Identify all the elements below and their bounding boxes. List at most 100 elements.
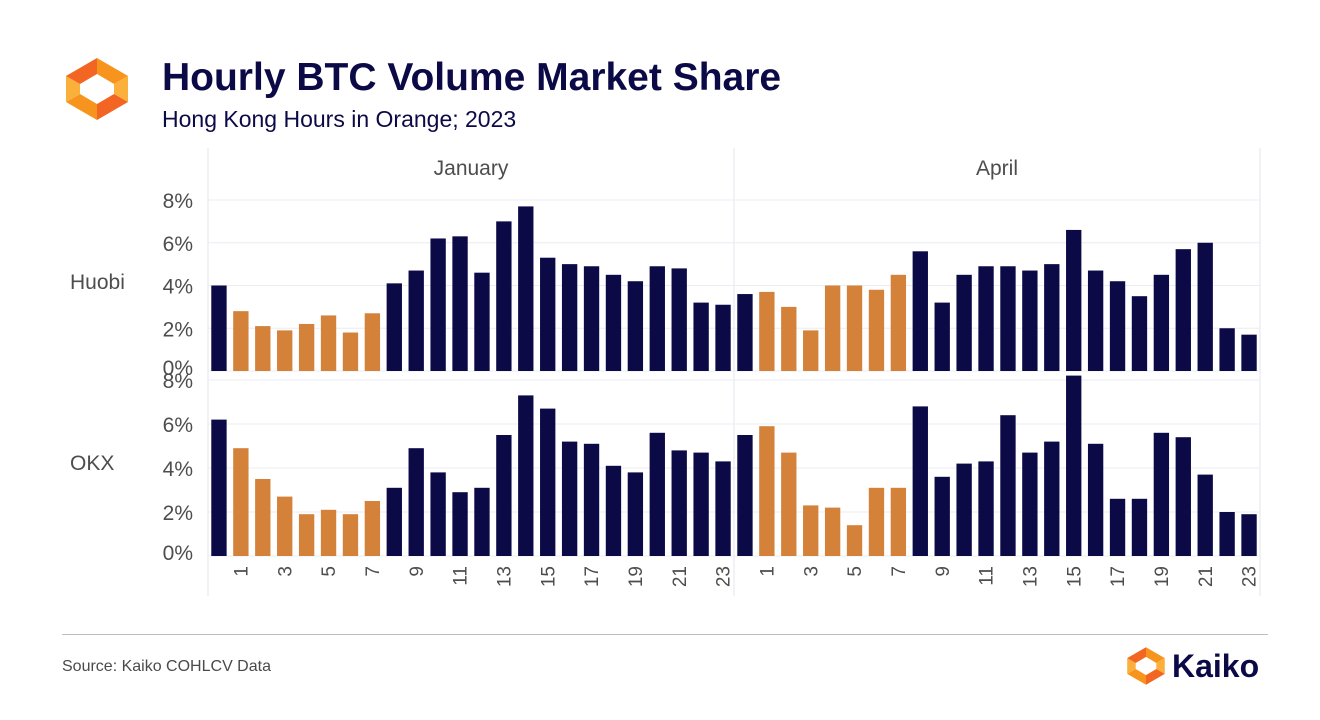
- y-tick-label: 6%: [163, 233, 193, 256]
- facet-column-label: January: [434, 157, 509, 180]
- bar-huobi-april-h2: [781, 306, 797, 372]
- x-tick-label: 7: [889, 566, 910, 577]
- bar-okx-january-h6: [342, 514, 359, 556]
- y-tick-label: 0%: [163, 542, 193, 565]
- bar-okx-january-h22: [693, 452, 709, 556]
- bar-okx-april-h18: [1131, 498, 1148, 556]
- bar-okx-april-h16: [1087, 443, 1104, 556]
- facet-row-label: OKX: [70, 452, 114, 475]
- bar-huobi-april-h15: [1066, 229, 1082, 371]
- bar-okx-january-h1: [233, 448, 249, 556]
- bar-huobi-april-h19: [1153, 274, 1170, 371]
- bar-okx-january-h23: [715, 461, 731, 556]
- bar-huobi-january-h9: [408, 270, 424, 371]
- bar-okx-january-h10: [430, 472, 446, 556]
- brand-logo: Kaiko: [1126, 644, 1276, 688]
- bar-huobi-january-h18: [605, 274, 622, 371]
- bar-huobi-april-h21: [1197, 242, 1213, 371]
- kaiko-logo-icon: [1127, 647, 1165, 685]
- bar-huobi-january-h15: [540, 257, 556, 371]
- x-tick-label: 15: [538, 566, 559, 587]
- bar-huobi-january-h20: [649, 266, 665, 371]
- bar-huobi-january-h17: [583, 266, 600, 371]
- bar-okx-january-h7: [364, 501, 381, 556]
- y-tick-label: 6%: [163, 414, 193, 437]
- bar-okx-april-h12: [1000, 415, 1016, 556]
- bar-okx-january-h20: [649, 432, 665, 556]
- bar-okx-april-h10: [956, 463, 972, 556]
- bar-huobi-january-h3: [277, 330, 293, 371]
- bar-huobi-april-h22: [1219, 328, 1235, 371]
- bar-huobi-january-h2: [255, 326, 271, 371]
- bar-huobi-april-h5: [846, 285, 863, 371]
- bar-okx-january-h9: [408, 448, 424, 556]
- bar-huobi-january-h8: [386, 283, 402, 371]
- y-tick-label: 8%: [163, 190, 193, 213]
- source-note: Source: Kaiko COHLCV Data: [62, 658, 271, 675]
- bar-huobi-april-h16: [1087, 270, 1104, 371]
- bar-okx-april-h17: [1109, 498, 1126, 556]
- kaiko-logo-icon: [66, 58, 128, 120]
- bar-okx-january-h11: [452, 492, 468, 556]
- bar-okx-april-h0: [737, 435, 753, 556]
- bar-huobi-april-h10: [956, 274, 972, 371]
- y-tick-label: 4%: [163, 276, 193, 299]
- bar-huobi-january-h7: [364, 313, 381, 371]
- x-tick-label: 11: [977, 566, 998, 586]
- bar-huobi-april-h9: [934, 302, 950, 371]
- bar-okx-january-h0: [211, 419, 227, 556]
- x-tick-label: 21: [1196, 566, 1217, 587]
- x-tick-label: 9: [933, 566, 954, 577]
- bar-huobi-april-h20: [1175, 249, 1191, 371]
- bar-okx-april-h3: [803, 505, 819, 556]
- facet-column-label: April: [976, 157, 1018, 180]
- bar-huobi-january-h16: [561, 264, 578, 372]
- bar-okx-april-h7: [890, 487, 907, 556]
- bar-okx-january-h14: [518, 395, 534, 556]
- bar-okx-april-h11: [978, 461, 994, 556]
- bar-okx-january-h21: [671, 450, 687, 556]
- bar-okx-january-h16: [561, 441, 578, 556]
- bar-okx-january-h13: [496, 435, 512, 556]
- x-tick-label: 17: [582, 566, 603, 587]
- bar-okx-january-h17: [583, 443, 600, 556]
- bar-okx-april-h19: [1153, 432, 1170, 556]
- bar-okx-april-h6: [868, 487, 885, 556]
- bar-huobi-january-h21: [671, 268, 687, 371]
- bar-huobi-april-h7: [890, 274, 907, 371]
- x-tick-label: 9: [407, 566, 428, 577]
- bar-okx-january-h3: [277, 496, 293, 556]
- bar-okx-january-h19: [627, 472, 644, 556]
- bar-huobi-january-h4: [298, 323, 315, 372]
- bar-okx-january-h8: [386, 487, 402, 556]
- bar-huobi-january-h19: [627, 281, 644, 372]
- y-tick-label: 0%: [163, 357, 193, 380]
- x-tick-label: 3: [801, 566, 822, 577]
- bar-huobi-april-h13: [1022, 270, 1038, 371]
- bar-okx-january-h12: [474, 487, 490, 556]
- bar-huobi-january-h5: [320, 315, 337, 372]
- bar-huobi-april-h18: [1131, 296, 1148, 371]
- y-tick-label: 2%: [163, 502, 193, 525]
- bar-okx-january-h2: [255, 479, 271, 556]
- bar-okx-april-h13: [1022, 452, 1038, 556]
- bar-huobi-january-h10: [430, 238, 446, 371]
- bar-okx-april-h23: [1241, 514, 1257, 556]
- bar-okx-january-h15: [540, 408, 556, 556]
- x-tick-label: 1: [232, 566, 253, 577]
- bar-huobi-april-h17: [1109, 281, 1126, 372]
- x-tick-label: 1: [758, 566, 779, 577]
- bar-huobi-january-h12: [474, 272, 490, 371]
- x-tick-label: 5: [319, 566, 340, 577]
- bar-okx-april-h21: [1197, 474, 1213, 556]
- x-tick-label: 23: [1240, 566, 1261, 587]
- x-tick-label: 23: [714, 566, 735, 587]
- bar-okx-january-h18: [605, 465, 622, 556]
- bar-huobi-april-h1: [759, 291, 775, 371]
- bar-huobi-april-h0: [737, 294, 753, 371]
- bar-huobi-january-h14: [518, 206, 534, 371]
- bar-huobi-april-h4: [824, 285, 841, 371]
- chart-title: Hourly BTC Volume Market Share: [162, 56, 782, 99]
- bar-huobi-january-h23: [715, 304, 731, 371]
- bar-okx-april-h2: [781, 452, 797, 556]
